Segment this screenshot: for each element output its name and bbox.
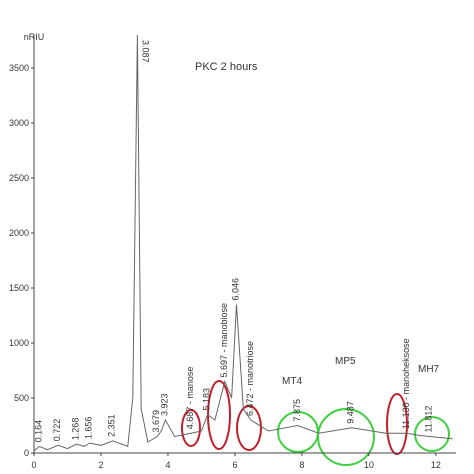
x-tick-label: 8 <box>299 460 304 470</box>
peak-label: 2.351 <box>107 414 117 437</box>
signal-line <box>33 34 453 452</box>
x-tick-label: 2 <box>98 460 103 470</box>
y-tick-label: 500 <box>14 393 29 403</box>
peak-label: 1.656 <box>83 417 93 440</box>
peak-label: 1.268 <box>70 418 80 441</box>
y-tick-label: 3000 <box>9 118 29 128</box>
highlight-circle <box>414 416 450 452</box>
highlight-circle <box>386 393 408 455</box>
peak-label: 3.087 <box>140 40 150 63</box>
y-tick-label: 2000 <box>9 228 29 238</box>
y-tick-label: 0 <box>24 448 29 458</box>
x-tick-label: 0 <box>31 460 36 470</box>
peak-label: 5.183 <box>202 388 212 411</box>
group-label: MH7 <box>418 364 440 375</box>
peak-label: 7.875 <box>292 399 302 422</box>
peak-label: 3.679 <box>151 410 161 433</box>
peak-label: 3.923 <box>159 393 169 416</box>
x-tick-label: 4 <box>165 460 170 470</box>
peak-label: 4.687 - manose <box>185 367 195 430</box>
x-tick-label: 12 <box>431 460 441 470</box>
peak-label: 11.812 <box>424 406 434 433</box>
peak-label: 5.697 - manobiose <box>219 303 229 378</box>
y-tick-label: 1000 <box>9 338 29 348</box>
highlight-circle <box>181 409 201 447</box>
x-tick-label: 6 <box>232 460 237 470</box>
group-label: MT4 <box>282 376 302 387</box>
peak-label: 0.164 <box>33 420 43 443</box>
peak-label: 6.472 - manotriose <box>245 341 255 416</box>
highlight-circle <box>317 408 375 466</box>
y-tick-label: 3500 <box>9 63 29 73</box>
peak-label: 11.130 - manoheksose <box>401 338 411 429</box>
chart-title: PKC 2 hours <box>195 61 258 73</box>
highlight-circle <box>236 405 262 451</box>
peak-label: 0.722 <box>52 419 62 442</box>
group-label: MP5 <box>335 356 356 367</box>
x-tick-label: 10 <box>364 460 374 470</box>
peak-label: 6.046 <box>230 278 240 301</box>
y-tick-label: 2500 <box>9 173 29 183</box>
y-tick-label: 1500 <box>9 283 29 293</box>
peak-label: 9.487 <box>346 401 356 424</box>
